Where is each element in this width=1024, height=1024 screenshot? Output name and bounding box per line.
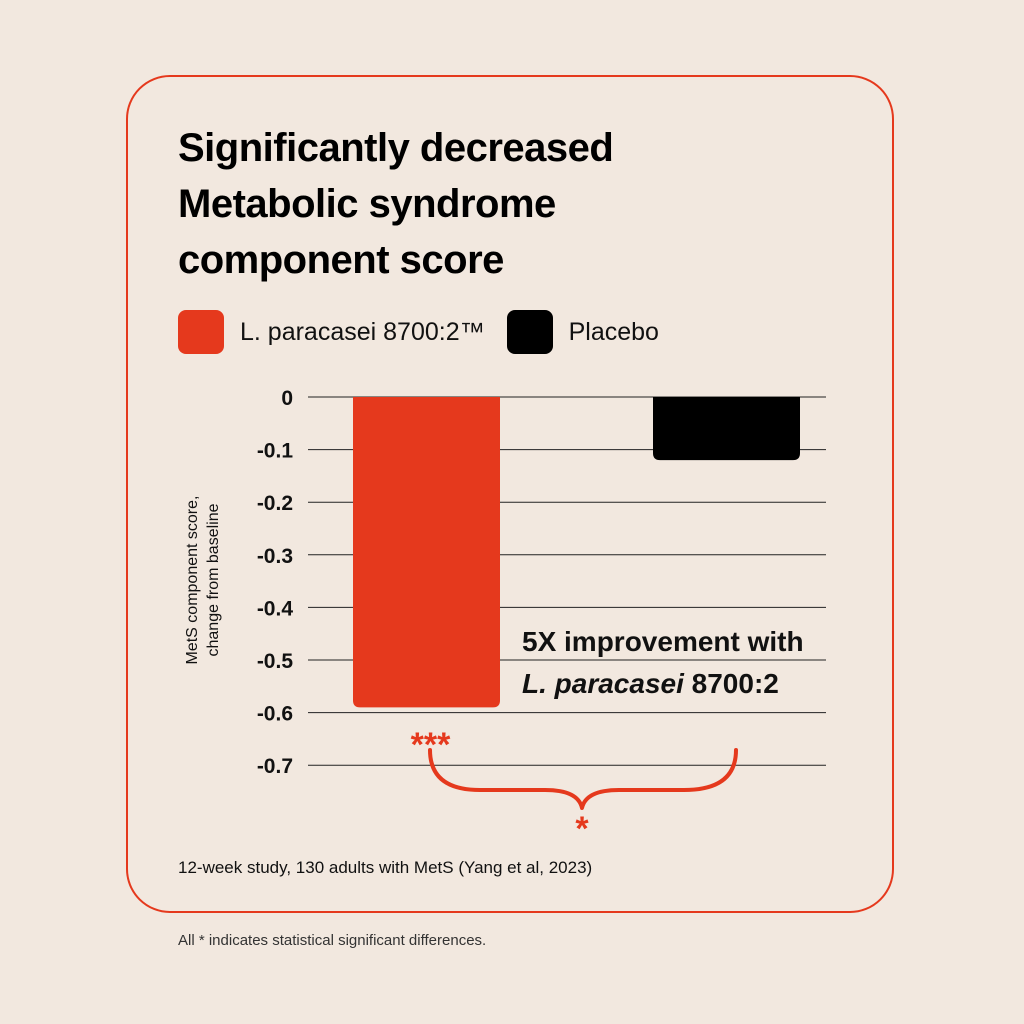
y-tick-label: -0.3 [257, 545, 293, 568]
y-tick-label: -0.7 [257, 755, 293, 778]
title-line-1: Significantly decreased [178, 126, 614, 170]
y-tick-label: -0.5 [257, 650, 294, 673]
y-axis-label: MetS component score, change from baselin… [184, 496, 222, 665]
y-axis-label-line: MetS component score, [184, 496, 201, 665]
title-line-3: component score [178, 238, 504, 282]
comparison-brace [428, 748, 738, 810]
chart-card [126, 75, 894, 913]
legend: L. paracasei 8700:2™ Placebo [178, 310, 681, 354]
y-tick-label: -0.1 [257, 440, 294, 463]
annotation-line-2: L. paracasei 8700:2 [522, 663, 804, 705]
legend-swatch-lparacasei [178, 310, 224, 354]
title-line-2: Metabolic syndrome [178, 182, 556, 226]
y-axis-label-line: change from baseline [205, 503, 222, 656]
legend-label-lparacasei: L. paracasei 8700:2™ [240, 317, 485, 346]
annotation-species: L. paracasei [522, 668, 684, 699]
y-tick-label: -0.6 [257, 703, 293, 726]
bar-placebo [653, 397, 800, 461]
comparison-significance-star: * [575, 810, 589, 848]
legend-label-placebo: Placebo [568, 317, 659, 346]
bar-lparacasei [353, 397, 500, 708]
study-source: 12-week study, 130 adults with MetS (Yan… [178, 858, 593, 877]
chart-title: Significantly decreased Metabolic syndro… [178, 120, 798, 288]
legend-item-placebo: Placebo [506, 310, 659, 354]
legend-swatch-placebo [506, 310, 553, 354]
y-tick-label: -0.2 [257, 492, 293, 515]
y-tick-label: -0.4 [257, 597, 294, 620]
y-tick-label: 0 [281, 387, 293, 410]
annotation-strain: 8700:2 [683, 668, 779, 699]
improvement-annotation: 5X improvement with L. paracasei 8700:2 [522, 621, 804, 705]
annotation-line-1: 5X improvement with [522, 626, 804, 657]
significance-footnote: All * indicates statistical significant … [178, 932, 487, 949]
legend-item-lparacasei: L. paracasei 8700:2™ [178, 310, 485, 354]
